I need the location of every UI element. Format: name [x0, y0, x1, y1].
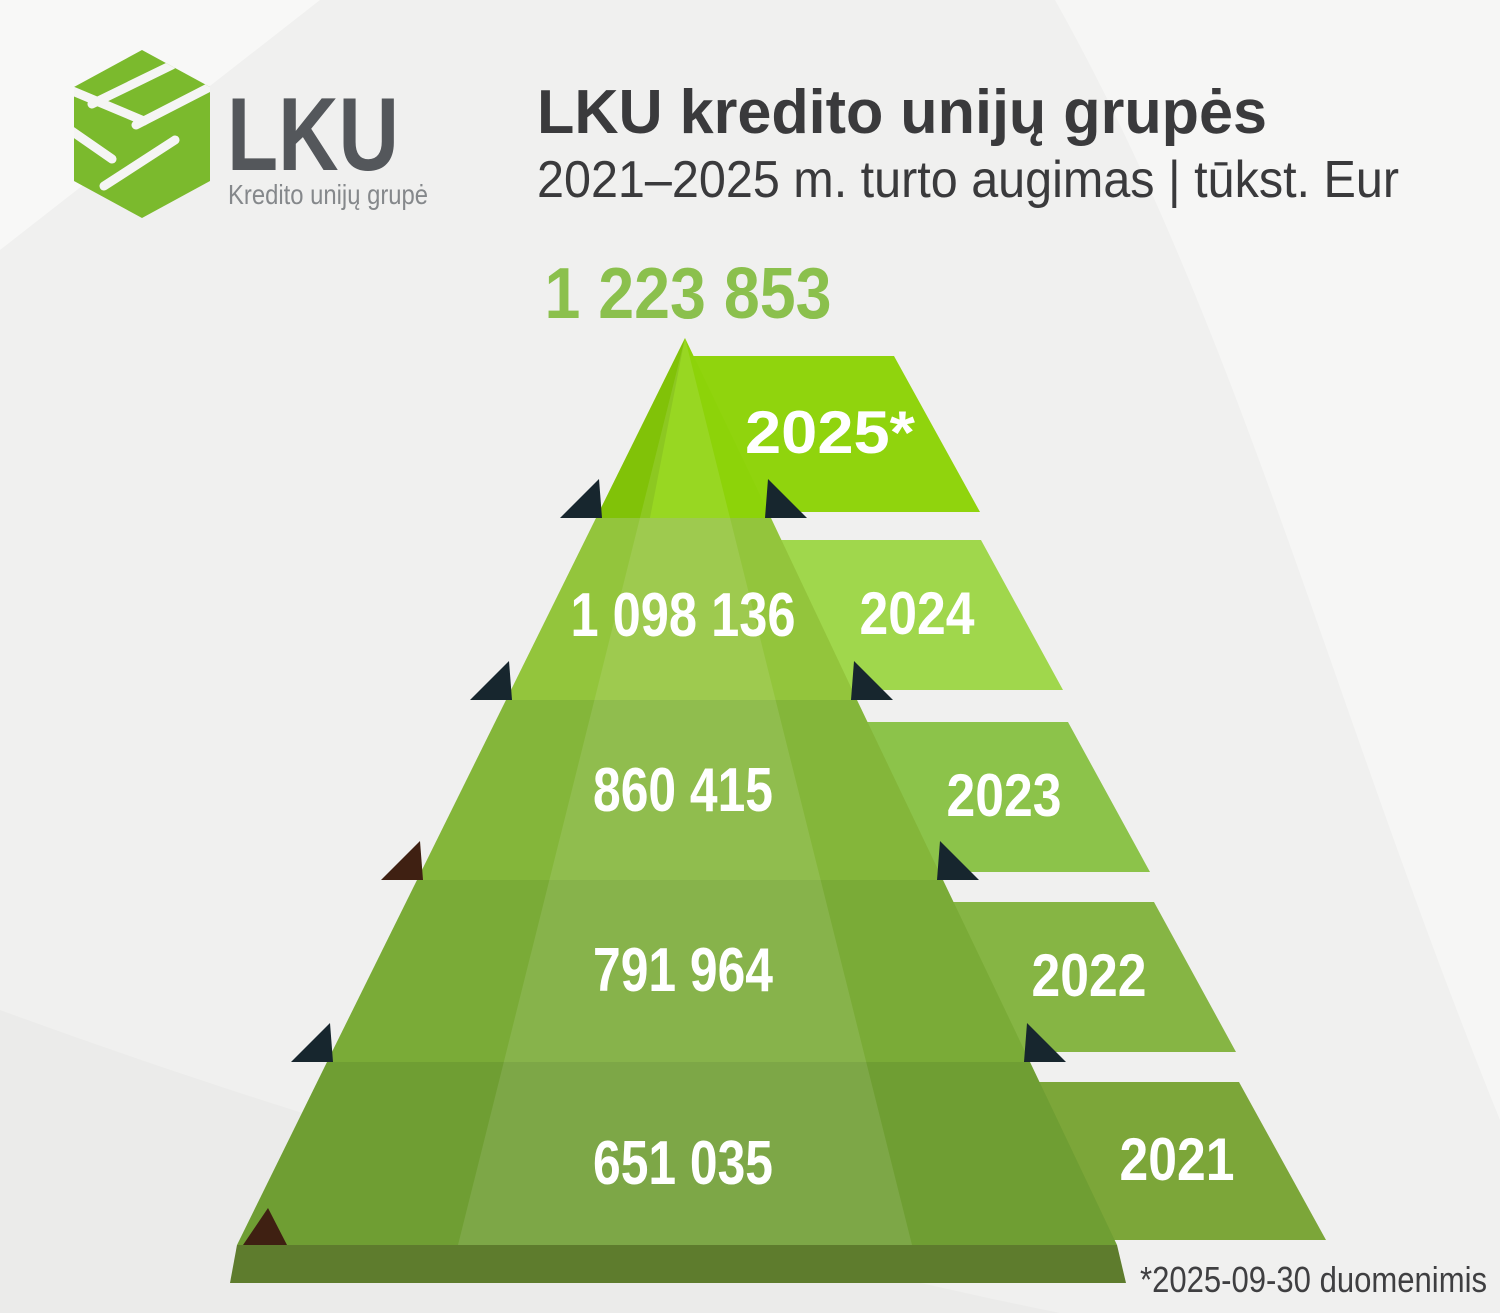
- apex-shade: [596, 338, 685, 518]
- pyramid-layer-face-2023: [417, 700, 943, 880]
- fold-shadow: [381, 841, 423, 880]
- background-swoosh-right: [1055, 0, 1500, 1120]
- layer-value-label-2021: 651 035: [593, 1129, 773, 1198]
- year-tab-2022: [946, 902, 1236, 1052]
- fold-shadow: [560, 479, 602, 518]
- pyramid-layer-face-2021: [237, 1062, 1117, 1245]
- fold-shadow: [851, 661, 893, 700]
- year-tab-label-2024: 2024: [860, 580, 976, 647]
- fold-shadow: [243, 1208, 287, 1245]
- fold-shadow: [937, 841, 979, 880]
- logo-brand-text: LKU: [227, 77, 399, 193]
- pyramid-layer-face-2022: [327, 880, 1030, 1062]
- logo-tagline: Kredito unijų grupė: [228, 179, 428, 210]
- logo-plank-gaps: [74, 60, 210, 191]
- fold-shadow: [765, 479, 807, 518]
- year-tab-2025: [686, 356, 980, 512]
- fold-shadow: [470, 661, 512, 700]
- lku-logo-icon: [74, 50, 210, 218]
- fold-shadow: [291, 1023, 333, 1062]
- pyramid-base: [230, 1245, 1126, 1283]
- year-tab-label-2021: 2021: [1120, 1126, 1235, 1193]
- footnote: *2025-09-30 duomenimis: [1140, 1259, 1487, 1300]
- layer-value-label-2024: 1 098 136: [571, 581, 796, 650]
- pyramid-layer-face-2024: [506, 518, 857, 700]
- year-tab-2024: [773, 540, 1063, 690]
- fold-shadow: [1024, 1023, 1066, 1062]
- year-tab-label-2022: 2022: [1032, 942, 1147, 1009]
- year-tab-2021: [1031, 1082, 1326, 1240]
- layer-value-label-2023: 860 415: [593, 756, 773, 825]
- layer-value-label-2022: 791 964: [593, 936, 773, 1005]
- pyramid-layer-face-2025: [596, 338, 771, 518]
- year-tab-2023: [860, 722, 1150, 872]
- page-title: LKU kredito unijų grupės: [537, 78, 1267, 147]
- pyramid-highlight: [458, 338, 912, 1245]
- top-value-label: 1 223 853: [545, 254, 832, 334]
- year-tab-label-2023: 2023: [947, 762, 1062, 829]
- year-tab-label-2025: 2025*: [745, 399, 916, 466]
- page-subtitle: 2021–2025 m. turto augimas | tūkst. Eur: [537, 151, 1399, 209]
